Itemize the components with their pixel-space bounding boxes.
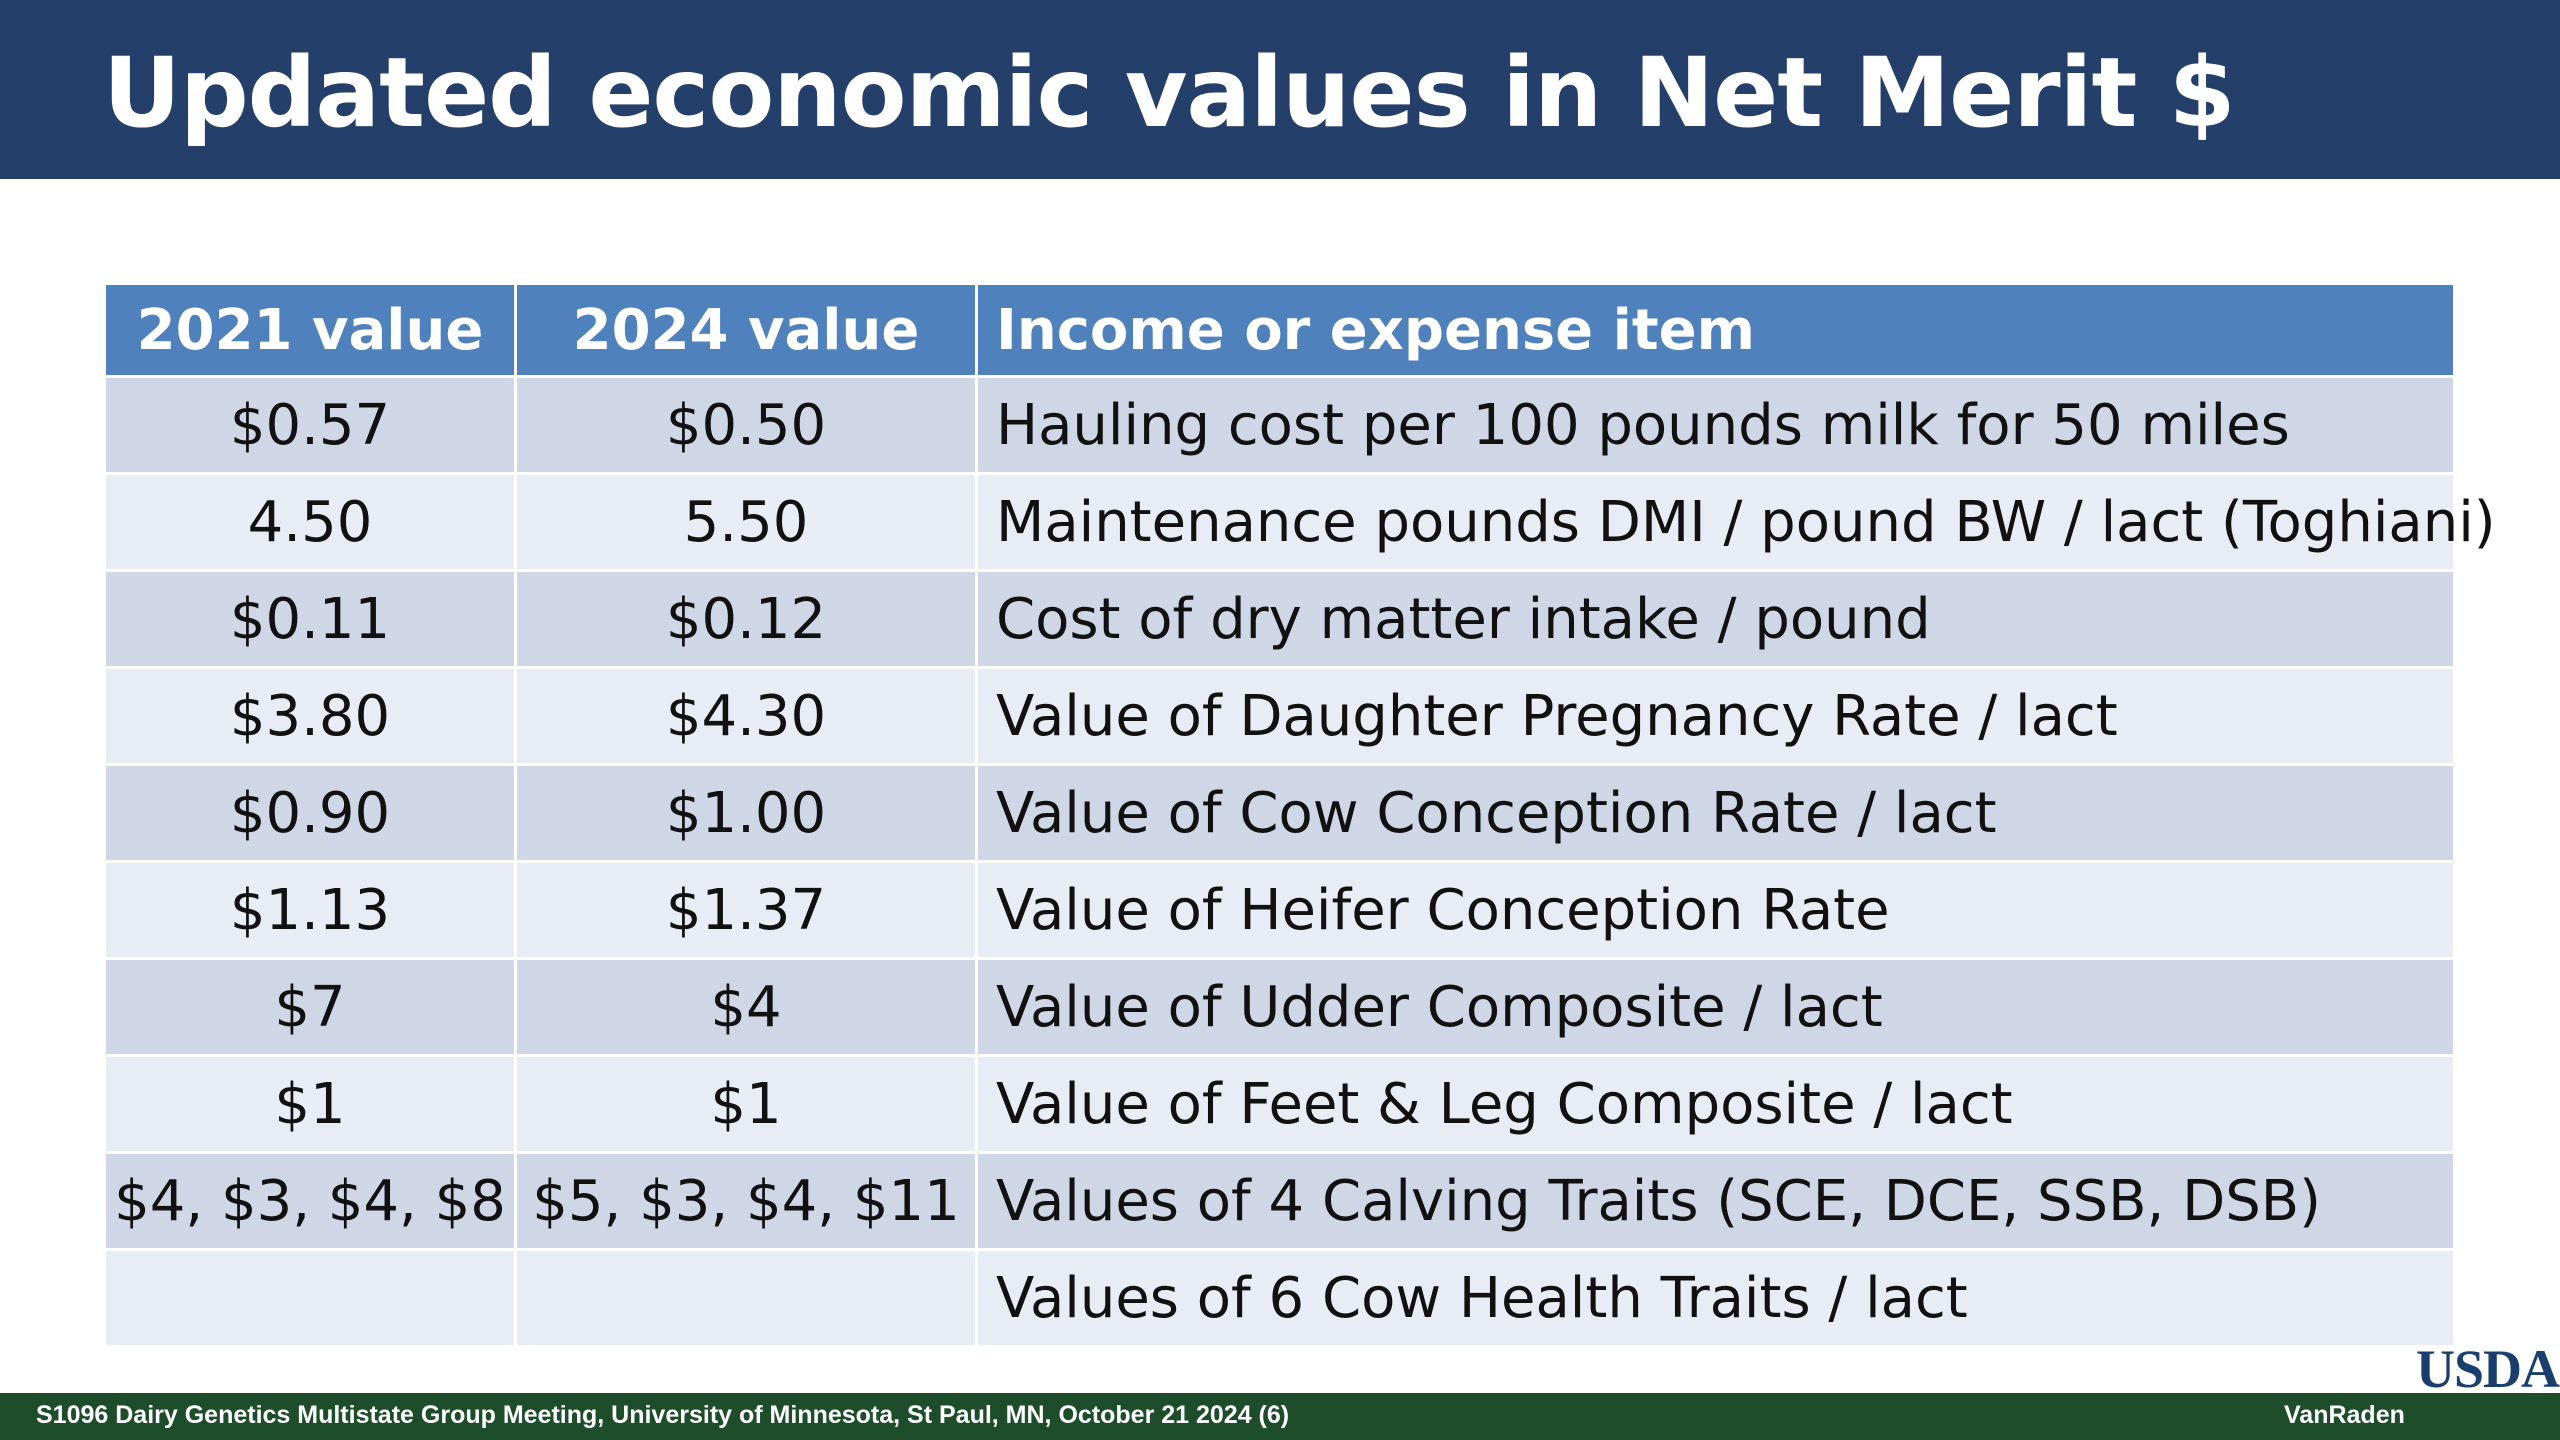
cell-2021-value: $1.13 [103,860,517,960]
cell-2021-value [103,1248,517,1348]
cell-item: Values of 4 Calving Traits (SCE, DCE, SS… [975,1151,2456,1251]
cell-2021-value: $0.90 [103,763,517,863]
header-2024-value: 2024 value [514,282,978,378]
table-row: $0.90 $1.00 Value of Cow Conception Rate… [103,763,2456,863]
slide-title: Updated economic values in Net Merit $ [103,37,2236,149]
table-row: 4.50 5.50 Maintenance pounds DMI / pound… [103,472,2496,572]
cell-2024-value: $4 [514,957,978,1057]
cell-2024-value: $1.37 [514,860,978,960]
table-header-row: 2021 value 2024 value Income or expense … [103,282,2456,378]
cell-2021-value: $3.80 [103,666,517,766]
cell-2021-value: $0.57 [103,375,517,475]
footer-meeting-text: S1096 Dairy Genetics Multistate Group Me… [36,1401,1290,1429]
cell-item: Value of Heifer Conception Rate [975,860,2456,960]
cell-2021-value: $4, $3, $4, $8 [103,1151,517,1251]
table-row: $4, $3, $4, $8 $5, $3, $4, $11 Values of… [103,1151,2456,1251]
table-row: $3.80 $4.30 Value of Daughter Pregnancy … [103,666,2456,766]
table-row: $0.11 $0.12 Cost of dry matter intake / … [103,569,2456,669]
cell-2024-value: $4.30 [514,666,978,766]
cell-2021-value: $0.11 [103,569,517,669]
usda-logo-text: USDA [2416,1339,2560,1399]
cell-2021-value: 4.50 [103,472,517,572]
title-bar: Updated economic values in Net Merit $ [0,0,2560,179]
cell-2024-value: $0.12 [514,569,978,669]
table-row: $1.13 $1.37 Value of Heifer Conception R… [103,860,2456,960]
cell-2024-value: $5, $3, $4, $11 [514,1151,978,1251]
footer-author: VanRaden [2284,1401,2405,1429]
cell-2024-value: 5.50 [514,472,978,572]
table-row: Values of 6 Cow Health Traits / lact [103,1248,2456,1348]
cell-item: Value of Cow Conception Rate / lact [975,763,2456,863]
cell-2021-value: $1 [103,1054,517,1154]
header-item: Income or expense item [975,282,2456,378]
cell-item: Values of 6 Cow Health Traits / lact [975,1248,2456,1348]
usda-logo: USDA [2412,1338,2560,1438]
cell-item: Maintenance pounds DMI / pound BW / lact… [975,472,2496,572]
cell-item: Value of Udder Composite / lact [975,957,2456,1057]
cell-2024-value: $1 [514,1054,978,1154]
table-row: $7 $4 Value of Udder Composite / lact [103,957,2456,1057]
cell-item: Value of Feet & Leg Composite / lact [975,1054,2456,1154]
cell-2024-value: $0.50 [514,375,978,475]
cell-2024-value: $1.00 [514,763,978,863]
cell-2021-value: $7 [103,957,517,1057]
cell-2024-value [514,1248,978,1348]
table-row: $1 $1 Value of Feet & Leg Composite / la… [103,1054,2456,1154]
cell-item: Hauling cost per 100 pounds milk for 50 … [975,375,2456,475]
footer-bar [0,1393,2560,1440]
table-row: $0.57 $0.50 Hauling cost per 100 pounds … [103,375,2456,475]
usda-logo-swoosh-icon [2426,1398,2560,1434]
economic-values-table: 2021 value 2024 value Income or expense … [103,282,2496,1348]
cell-item: Value of Daughter Pregnancy Rate / lact [975,666,2456,766]
header-2021-value: 2021 value [103,282,517,378]
cell-item: Cost of dry matter intake / pound [975,569,2456,669]
